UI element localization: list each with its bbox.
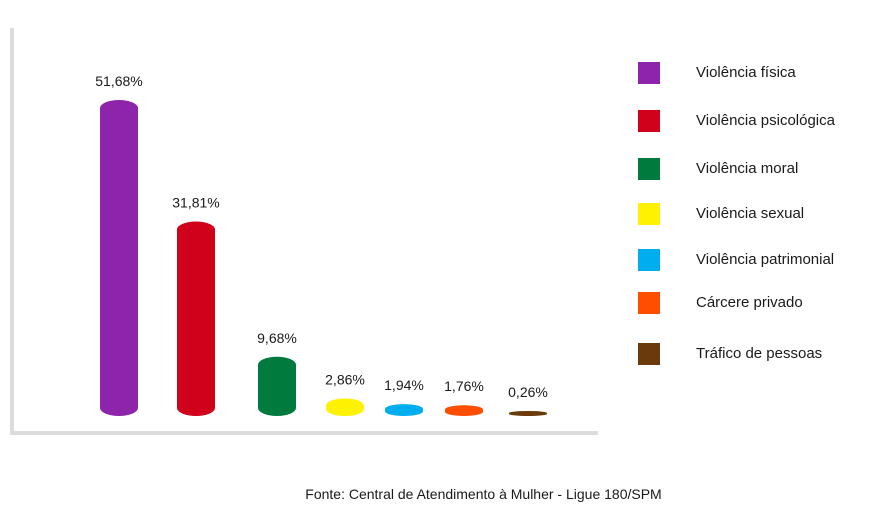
- legend-label: Violência física: [696, 64, 796, 81]
- legend-label: Violência sexual: [696, 205, 805, 222]
- legend-label: Violência patrimonial: [696, 251, 835, 268]
- bars-group: [100, 100, 547, 416]
- legend-item-psicologica: Violência psicológica: [638, 110, 883, 138]
- bar-value-label: 1,76%: [444, 378, 484, 394]
- legend-swatch: [638, 158, 660, 180]
- bar-1: [100, 100, 138, 416]
- legend-swatch: [638, 203, 660, 225]
- legend-swatch: [638, 292, 660, 314]
- bar-4: [326, 398, 364, 416]
- legend-label: Violência moral: [696, 160, 799, 177]
- legend-item-fisica: Violência física: [638, 62, 883, 90]
- legend-item-sexual: Violência sexual: [638, 203, 883, 231]
- bar-3: [258, 356, 296, 416]
- value-labels-group: 51,68% 31,81% 9,68% 2,86% 1,94% 1,76% 0,26%: [95, 73, 548, 400]
- legend-swatch: [638, 110, 660, 132]
- bar-7: [509, 411, 547, 416]
- bar-2: [177, 221, 215, 416]
- legend-item-carcere: Cárcere privado: [638, 292, 883, 320]
- legend-label: Cárcere privado: [696, 294, 803, 311]
- legend-item-patrimonial: Violência patrimonial: [638, 249, 883, 277]
- legend-label: Tráfico de pessoas: [696, 345, 823, 362]
- bar-value-label: 0,26%: [508, 384, 548, 400]
- bar-value-label: 2,86%: [325, 372, 365, 388]
- bar-6: [445, 405, 483, 416]
- legend-item-moral: Violência moral: [638, 158, 883, 186]
- legend-swatch: [638, 62, 660, 84]
- bar-value-label: 1,94%: [384, 377, 424, 393]
- bar-value-label: 9,68%: [257, 330, 297, 346]
- legend-swatch: [638, 343, 660, 365]
- bar-value-label: 31,81%: [172, 194, 219, 210]
- legend-item-trafico: Tráfico de pessoas: [638, 343, 883, 371]
- bar-value-label: 51,68%: [95, 73, 142, 89]
- legend-swatch: [638, 249, 660, 271]
- legend-label: Violência psicológica: [696, 112, 835, 129]
- bar-5: [385, 404, 423, 416]
- chart-source: Fonte: Central de Atendimento à Mulher -…: [305, 486, 662, 502]
- chart-axes: [10, 28, 598, 435]
